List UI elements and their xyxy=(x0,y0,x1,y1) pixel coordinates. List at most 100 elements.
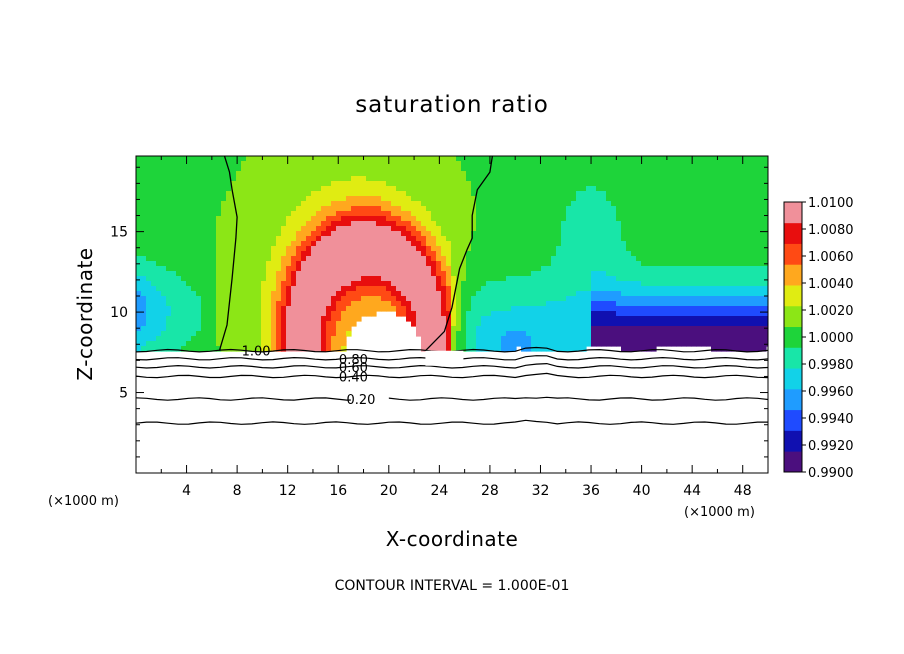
field-cell xyxy=(211,321,217,327)
field-cell xyxy=(406,241,412,247)
field-cell xyxy=(616,241,622,247)
field-cell xyxy=(211,176,217,182)
field-cell xyxy=(676,201,682,207)
field-cell xyxy=(511,276,517,282)
field-cell xyxy=(541,241,547,247)
field-cell xyxy=(696,251,702,257)
field-cell xyxy=(191,336,197,342)
field-cell xyxy=(696,246,702,252)
field-cell xyxy=(706,326,712,332)
field-cell xyxy=(136,256,142,262)
field-cell xyxy=(621,231,627,237)
field-cell xyxy=(351,316,357,322)
field-cell xyxy=(531,276,537,282)
field-cell xyxy=(576,271,582,277)
field-cell xyxy=(666,336,672,342)
field-cell xyxy=(481,271,487,277)
field-cell xyxy=(586,336,592,342)
field-cell xyxy=(481,226,487,232)
field-cell xyxy=(171,196,177,202)
field-cell xyxy=(526,286,532,292)
field-cell xyxy=(766,196,768,202)
field-cell xyxy=(471,256,477,262)
field-cell xyxy=(606,311,612,317)
field-cell xyxy=(236,206,242,212)
field-cell xyxy=(691,246,697,252)
field-cell xyxy=(606,211,612,217)
field-cell xyxy=(721,271,727,277)
field-cell xyxy=(656,161,662,167)
field-cell xyxy=(756,296,762,302)
field-cell xyxy=(641,236,647,242)
field-cell xyxy=(756,156,762,162)
field-cell xyxy=(426,291,432,297)
field-cell xyxy=(596,241,602,247)
field-cell xyxy=(321,176,327,182)
field-cell xyxy=(391,276,397,282)
field-cell xyxy=(466,291,472,297)
field-cell xyxy=(501,201,507,207)
field-cell xyxy=(476,191,482,197)
field-cell xyxy=(556,291,562,297)
field-cell xyxy=(626,161,632,167)
field-cell xyxy=(186,231,192,237)
field-cell xyxy=(506,286,512,292)
field-cell xyxy=(381,196,387,202)
field-cell xyxy=(251,246,257,252)
field-cell xyxy=(196,191,202,197)
field-cell xyxy=(571,276,577,282)
field-cell xyxy=(421,301,427,307)
field-cell xyxy=(256,161,262,167)
field-cell xyxy=(681,306,687,312)
field-cell xyxy=(381,251,387,257)
field-cell xyxy=(736,336,742,342)
field-cell xyxy=(511,236,517,242)
field-cell xyxy=(151,201,157,207)
field-cell xyxy=(196,286,202,292)
field-cell xyxy=(211,316,217,322)
field-cell xyxy=(431,201,437,207)
field-cell xyxy=(486,161,492,167)
field-cell xyxy=(191,246,197,252)
field-cell xyxy=(221,256,227,262)
field-cell xyxy=(256,171,262,177)
field-cell xyxy=(576,301,582,307)
field-cell xyxy=(701,196,707,202)
field-cell xyxy=(266,191,272,197)
field-cell xyxy=(726,321,732,327)
field-cell xyxy=(316,271,322,277)
field-cell xyxy=(291,251,297,257)
field-cell xyxy=(481,326,487,332)
field-cell xyxy=(671,221,677,227)
field-cell xyxy=(356,301,362,307)
field-cell xyxy=(191,251,197,257)
field-cell xyxy=(516,321,522,327)
field-cell xyxy=(756,346,762,352)
field-cell xyxy=(171,311,177,317)
field-cell xyxy=(501,321,507,327)
field-cell xyxy=(171,231,177,237)
field-cell xyxy=(556,191,562,197)
field-cell xyxy=(551,291,557,297)
field-cell xyxy=(171,206,177,212)
field-cell xyxy=(201,271,207,277)
field-cell xyxy=(181,291,187,297)
field-cell xyxy=(656,296,662,302)
field-cell xyxy=(421,281,427,287)
field-cell xyxy=(741,281,747,287)
field-cell xyxy=(281,246,287,252)
field-cell xyxy=(696,341,702,347)
field-cell xyxy=(736,326,742,332)
field-cell xyxy=(456,346,462,352)
field-cell xyxy=(401,216,407,222)
field-cell xyxy=(576,221,582,227)
field-cell xyxy=(166,231,172,237)
field-cell xyxy=(646,246,652,252)
field-cell xyxy=(406,231,412,237)
field-cell xyxy=(491,341,497,347)
field-cell xyxy=(176,246,182,252)
field-cell xyxy=(256,186,262,192)
field-cell xyxy=(136,186,142,192)
field-cell xyxy=(511,316,517,322)
field-cell xyxy=(446,271,452,277)
